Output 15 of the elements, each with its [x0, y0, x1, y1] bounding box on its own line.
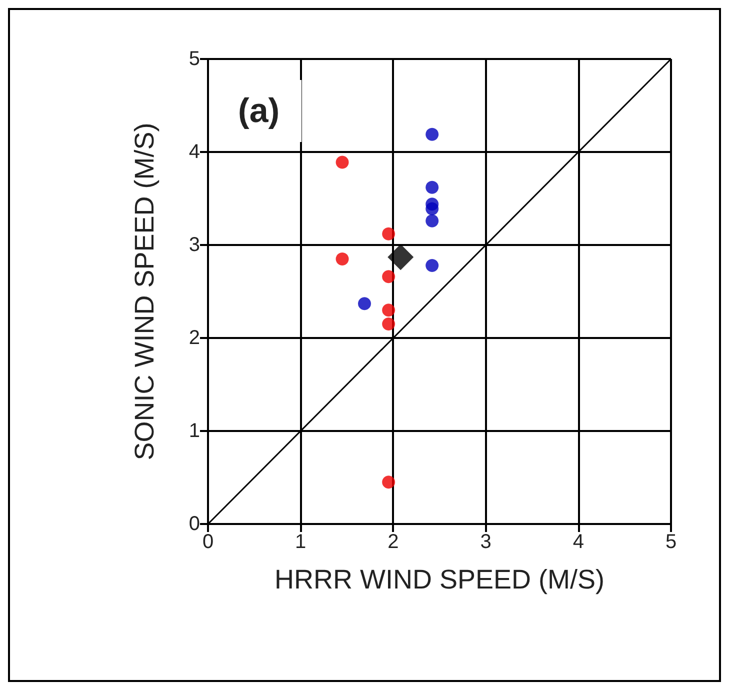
y-axis-title: SONIC WIND SPEED (M/S): [130, 122, 160, 460]
y-tick-label: 1: [188, 420, 200, 442]
x-tick-label: 3: [480, 531, 492, 553]
y-tick-label: 3: [188, 234, 200, 256]
x-tick-label: 2: [388, 531, 399, 553]
y-tick-label: 5: [188, 48, 200, 70]
x-tick-label: 4: [572, 531, 584, 553]
y-tick-label: 4: [188, 141, 200, 163]
x-axis-title: HRRR WIND SPEED (M/S): [274, 564, 604, 594]
annotation: (a): [238, 92, 280, 130]
x-tick-label: 1: [295, 531, 306, 553]
y-tick-label: 2: [188, 327, 200, 349]
x-tick-label: 0: [202, 531, 214, 553]
y-tick-label: 0: [188, 513, 200, 535]
x-tick-label: 5: [665, 531, 677, 553]
